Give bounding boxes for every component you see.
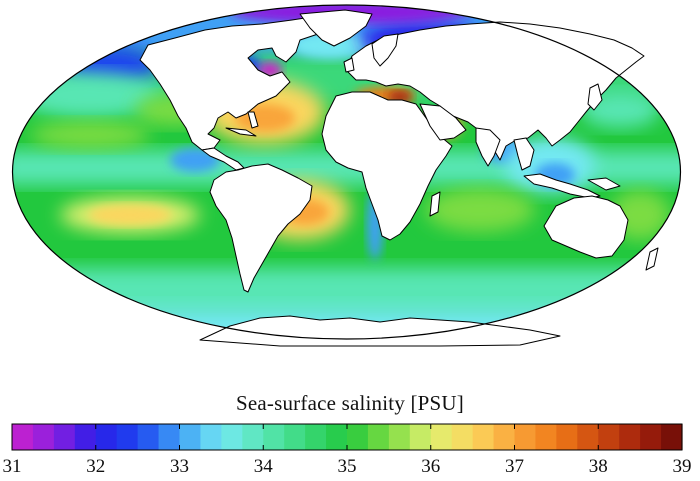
new-zealand <box>645 247 659 271</box>
colorbar-segment <box>556 424 578 450</box>
colorbar-segment <box>137 424 160 450</box>
map-border <box>11 4 682 340</box>
colorbar-tick-label: 36 <box>421 456 441 477</box>
colorbar-segment <box>221 424 243 450</box>
colorbar-segment <box>535 424 557 450</box>
colorbar-segment <box>388 424 411 450</box>
colorbar-segment <box>451 424 474 450</box>
legend-title: Sea-surface salinity [PSU] <box>236 391 464 415</box>
british-isles <box>343 57 355 73</box>
india <box>475 127 501 167</box>
south-america <box>209 163 313 293</box>
colorbar-tick-label: 34 <box>253 456 273 477</box>
colorbar-tick-label: 39 <box>672 456 692 477</box>
colorbar-segment <box>200 424 222 450</box>
colorbar-segment <box>305 424 327 450</box>
n-pacific-subtropical <box>30 121 150 149</box>
colorbar-segment <box>74 424 97 450</box>
colorbar-segment <box>577 424 599 450</box>
colorbar-segment <box>116 424 139 450</box>
colorbar-segment <box>263 424 285 450</box>
colorbar-segment <box>53 424 76 450</box>
colorbar-segment <box>619 424 641 450</box>
s-pacific-core <box>88 205 172 225</box>
colorbar-tick-label: 32 <box>86 456 106 477</box>
world-salinity-map <box>11 4 682 347</box>
colorbar-tick-label: 37 <box>505 456 524 477</box>
colorbar-segment <box>430 424 453 450</box>
colorbar-segment <box>472 424 495 450</box>
colorbar-segment <box>367 424 390 450</box>
colorbar-segment <box>12 424 34 450</box>
colorbar-segment <box>95 424 118 450</box>
arabia <box>419 103 467 141</box>
australia <box>543 195 629 259</box>
colorbar-segment <box>409 424 432 450</box>
colorbar-segment <box>32 424 55 450</box>
colorbar-tick-label: 38 <box>588 456 608 477</box>
europe-asia <box>345 21 645 161</box>
colorbar-tick-label: 33 <box>170 456 189 477</box>
colorbar-segment <box>326 424 348 450</box>
greenland <box>299 9 373 47</box>
colorbar-segment <box>179 424 202 450</box>
colorbar-segment <box>158 424 181 450</box>
colorbar-segment <box>661 424 683 450</box>
colorbar-segment <box>598 424 620 450</box>
colorbar-segment <box>242 424 264 450</box>
cuba <box>225 127 257 137</box>
colorbar-tick-label: 35 <box>337 456 357 477</box>
colorbar-segment <box>347 424 369 450</box>
land-masses <box>139 9 659 347</box>
colorbar-segment <box>284 424 306 450</box>
florida <box>247 111 259 129</box>
madagascar <box>429 191 441 217</box>
colorbar-segment <box>493 424 516 450</box>
colorbar-segment <box>514 424 537 450</box>
colorbar-tick-label: 31 <box>2 456 22 477</box>
indonesia <box>523 173 601 199</box>
new-guinea <box>587 177 621 191</box>
japan <box>587 83 603 111</box>
africa <box>321 91 453 241</box>
colorbar-segment <box>640 424 662 450</box>
indochina <box>513 137 535 171</box>
antarctica <box>199 315 561 347</box>
s-indian-high <box>425 188 535 232</box>
map-svg <box>11 4 682 347</box>
scandinavia <box>371 33 399 67</box>
